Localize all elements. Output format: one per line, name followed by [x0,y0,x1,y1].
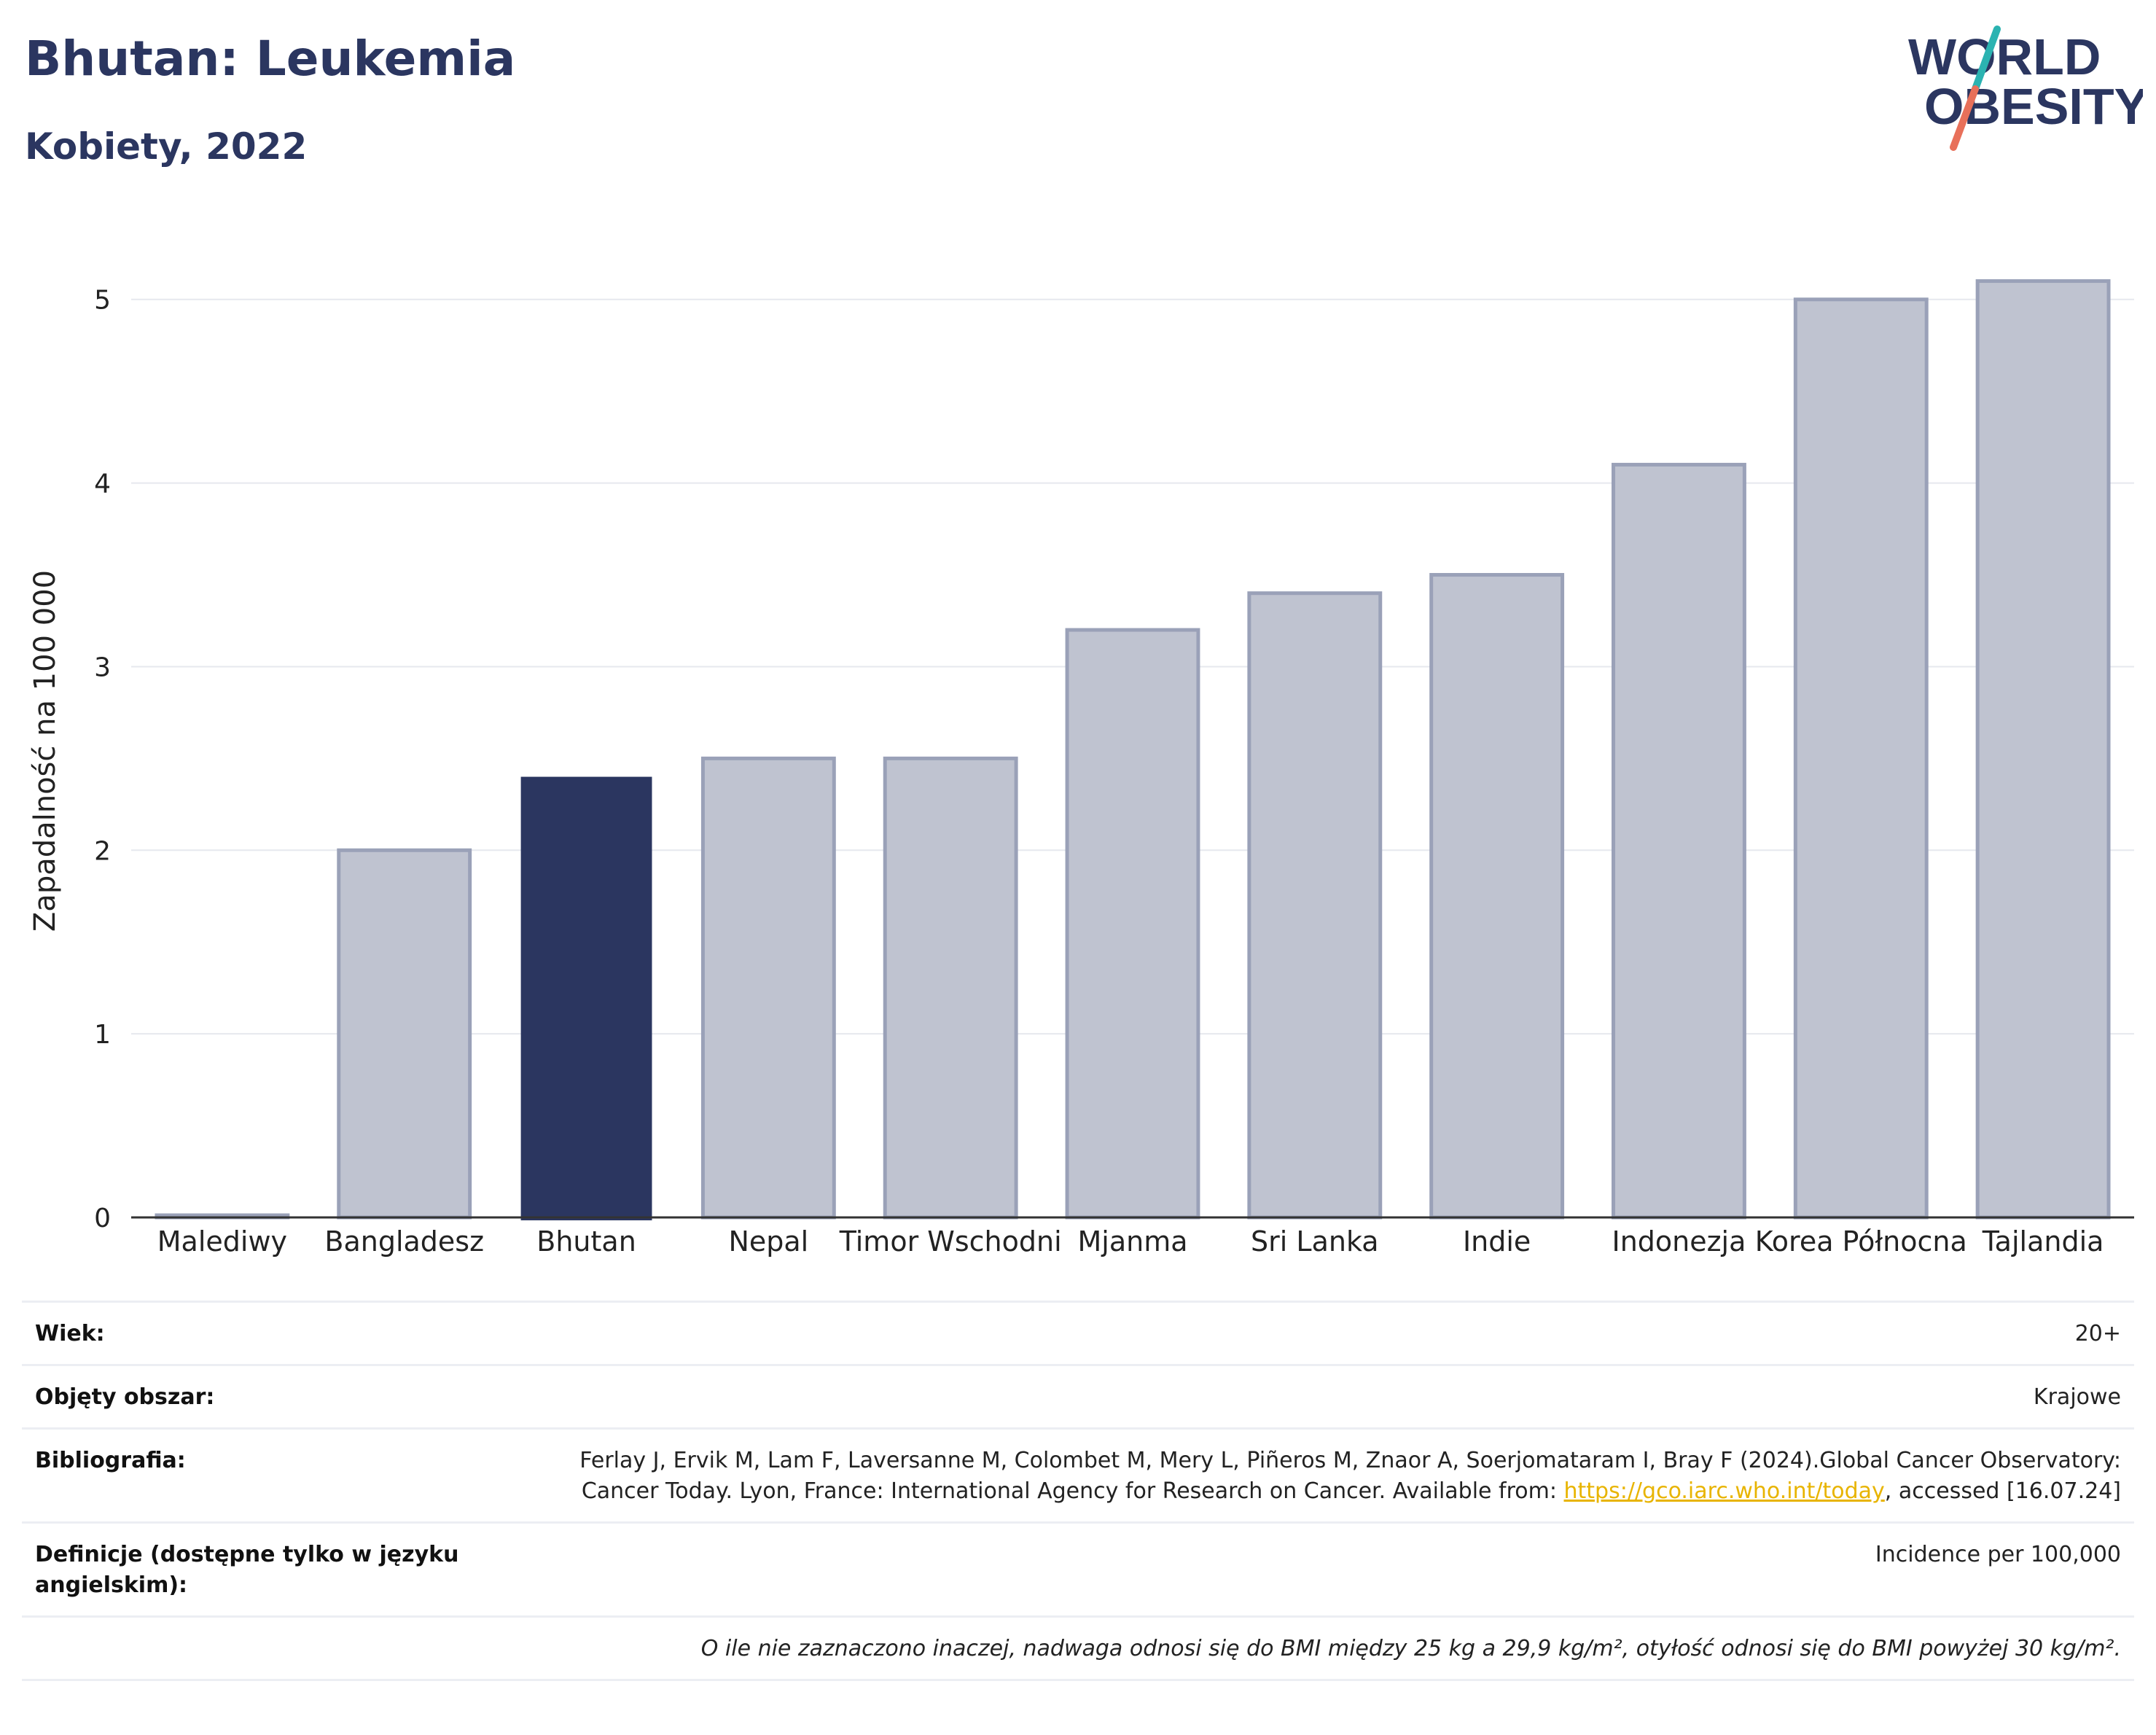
bibliography-link[interactable]: https://gco.iarc.who.int/today [1563,1478,1885,1504]
y-tick-label: 5 [94,286,111,316]
y-tick-label: 2 [94,836,111,866]
x-category-label: Bhutan [536,1225,636,1258]
bars [155,279,2111,1220]
bibliography-label: Bibliografia: [35,1448,186,1473]
meta-row-area: Objęty obszar: Krajowe [22,1364,2134,1427]
meta-row-bibliography: Bibliografia: Ferlay J, Ervik M, Lam F, … [22,1427,2134,1521]
bar-chart: 0 1 2 3 4 5 Malediwy Bangladesz Bhutan Nepal Timo… [28,279,2134,1258]
y-axis-label: Zapadalność na 100 000 [28,570,62,932]
bar-tajlandia [1975,279,2111,1220]
bar-bhutan [520,776,652,1220]
x-category-label: Bangladesz [324,1225,484,1258]
x-category-label: Indonezja [1612,1225,1746,1258]
world-obesity-logo: WORLD OBESITY [1908,26,2143,151]
age-label: Wiek: [35,1321,105,1346]
metadata-table: Wiek: 20+ Objęty obszar: Krajowe Bibliog… [22,1301,2134,1681]
bar-indonezja [1612,462,1746,1220]
x-category-label: Sri Lanka [1251,1225,1379,1258]
x-category-label: Mjanma [1077,1225,1187,1258]
y-tick-label: 1 [94,1020,111,1050]
definitions-label: Definicje (dostępne tylko w języku angie… [35,1542,459,1598]
definitions-value: Incidence per 100,000 [1875,1542,2121,1567]
y-ticks: 0 1 2 3 4 5 [94,286,111,1233]
logo-slash-coral [1950,85,1979,151]
x-category-label: Malediwy [157,1225,287,1258]
x-category-label: Nepal [728,1225,808,1258]
bar-indie [1429,573,1565,1220]
area-value: Krajowe [2033,1384,2121,1410]
bibliography-suffix: , accessed [16.07.24] [1884,1478,2121,1504]
bibliography-value: Ferlay J, Ervik M, Lam F, Laversanne M, … [532,1446,2121,1507]
logo-slash-teal [1972,26,2001,93]
y-tick-label: 3 [94,652,111,682]
x-category-label: Indie [1463,1225,1531,1258]
bar-sri-lanka [1247,591,1383,1220]
x-category-labels: Malediwy Bangladesz Bhutan Nepal Timor Wscho… [157,1225,2104,1258]
logo-text-world: WORLD [1908,28,2101,85]
x-category-label: Tajlandia [1982,1225,2104,1258]
bar-timor-wschodni [883,756,1018,1220]
y-tick-label: 4 [94,469,111,499]
x-category-label: Timor Wschodni [839,1225,1062,1258]
y-tick-label: 0 [94,1204,111,1233]
bar-nepal [700,756,836,1220]
meta-row-note: O ile nie zaznaczono inaczej, nadwaga od… [22,1615,2134,1681]
meta-row-age: Wiek: 20+ [22,1301,2134,1364]
bar-korea-północna [1793,297,1929,1220]
bar-mjanma [1065,628,1200,1220]
bibliography-text: Ferlay J, Ervik M, Lam F, Laversanne M, … [579,1448,2121,1504]
chart-title: Bhutan: Leukemia [25,31,516,87]
age-value: 20+ [2074,1321,2121,1346]
chart-subtitle: Kobiety, 2022 [25,125,308,168]
meta-row-definitions: Definicje (dostępne tylko w języku angie… [22,1521,2134,1615]
logo-text-obesity: OBESITY [1924,78,2143,135]
footnote: O ile nie zaznaczono inaczej, nadwaga od… [700,1636,2121,1661]
bar-bangladesz [337,848,472,1220]
x-category-label: Korea Północna [1755,1225,1967,1258]
area-label: Objęty obszar: [35,1384,215,1410]
